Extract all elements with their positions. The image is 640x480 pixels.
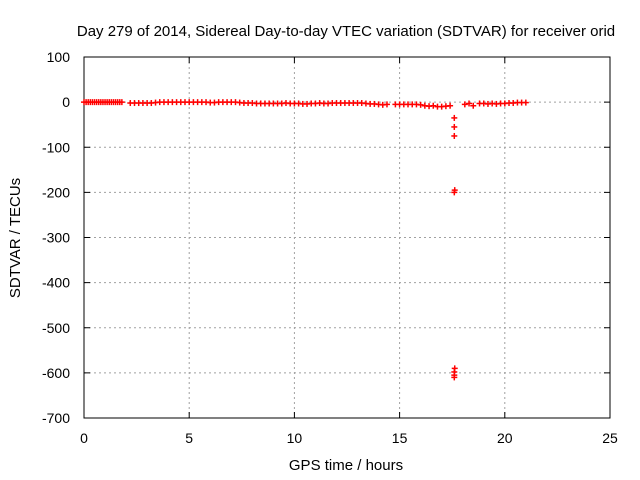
data-point <box>451 374 458 381</box>
x-tick-label: 5 <box>185 430 193 446</box>
data-point <box>451 123 458 130</box>
data-point <box>466 100 473 107</box>
data-points <box>81 99 529 381</box>
x-axis-title: GPS time / hours <box>289 457 403 474</box>
data-point <box>470 102 477 109</box>
y-tick-label: -400 <box>42 275 70 291</box>
x-tick-label: 10 <box>287 430 303 446</box>
y-tick-label: -600 <box>42 365 70 381</box>
y-axis-title: SDTVAR / TECUs <box>7 178 24 298</box>
data-point <box>451 114 458 121</box>
data-point <box>430 102 437 109</box>
y-axis-ticks: 100 0 -100 -200 -300 -400 -500 -600 -700 <box>42 49 610 426</box>
data-point <box>383 101 390 108</box>
x-axis-ticks: 0 5 10 15 20 25 <box>80 57 618 446</box>
x-tick-label: 0 <box>80 430 88 446</box>
data-point <box>461 101 468 108</box>
data-point <box>451 132 458 139</box>
plot-frame <box>83 56 611 419</box>
data-point <box>451 187 458 194</box>
y-tick-label: -300 <box>42 230 70 246</box>
x-tick-label: 20 <box>497 430 513 446</box>
y-tick-label: 0 <box>62 94 70 110</box>
grid-lines <box>84 57 610 418</box>
y-tick-label: -200 <box>42 184 70 200</box>
x-tick-label: 15 <box>392 430 408 446</box>
data-point <box>118 99 125 106</box>
chart-title: Day 279 of 2014, Sidereal Day-to-day VTE… <box>77 23 615 40</box>
y-tick-label: 100 <box>47 49 71 65</box>
x-tick-label: 25 <box>602 430 618 446</box>
data-point <box>447 102 454 109</box>
data-point <box>417 101 424 108</box>
y-tick-label: -700 <box>42 410 70 426</box>
y-tick-label: -500 <box>42 320 70 336</box>
y-tick-label: -100 <box>42 139 70 155</box>
data-point <box>522 99 529 106</box>
